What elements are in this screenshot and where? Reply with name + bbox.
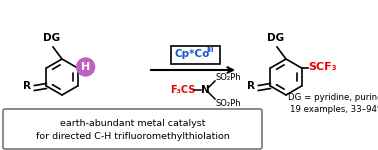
Text: SCF₃: SCF₃ xyxy=(308,62,337,72)
Text: 19 examples, 33–94%: 19 examples, 33–94% xyxy=(290,105,378,114)
Text: F₃CS: F₃CS xyxy=(170,85,196,95)
Text: earth-abundant metal catalyst: earth-abundant metal catalyst xyxy=(60,119,205,128)
Text: R: R xyxy=(23,81,31,91)
Text: DG = pyridine, purines: DG = pyridine, purines xyxy=(288,93,378,102)
Circle shape xyxy=(77,58,94,76)
Text: SO₂Ph: SO₂Ph xyxy=(216,99,242,108)
Text: N: N xyxy=(201,85,209,95)
Text: for directed C-H trifluoromethylthiolation: for directed C-H trifluoromethylthiolati… xyxy=(36,132,229,141)
FancyBboxPatch shape xyxy=(170,46,220,64)
Text: DG: DG xyxy=(43,33,60,43)
Text: III: III xyxy=(206,47,214,53)
Text: R: R xyxy=(248,81,256,91)
Text: Cp*Co: Cp*Co xyxy=(174,49,210,59)
Text: SO₂Ph: SO₂Ph xyxy=(216,72,242,81)
FancyBboxPatch shape xyxy=(3,109,262,149)
Text: DG: DG xyxy=(268,33,285,43)
Text: H: H xyxy=(81,62,90,72)
